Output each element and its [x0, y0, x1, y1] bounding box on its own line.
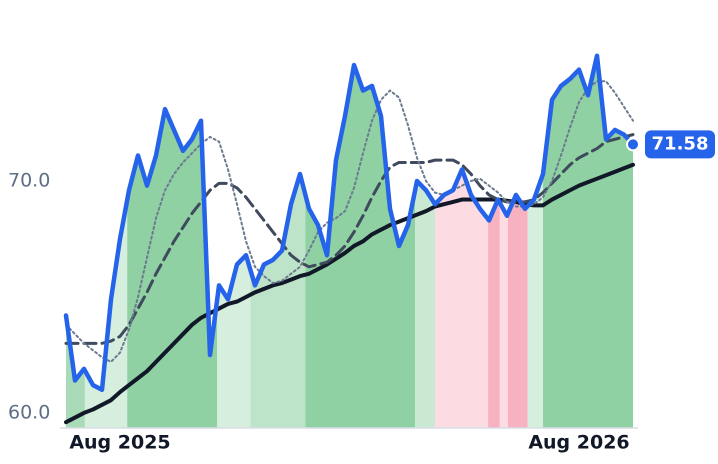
x-tick-label: Aug 2026: [528, 432, 629, 454]
series-line: [65, 80, 634, 363]
last-point: [626, 137, 640, 152]
x-tick-label: Aug 2025: [69, 432, 170, 454]
last-value-badge: [645, 130, 715, 159]
signal-region: [435, 55, 489, 428]
signal-region: [499, 55, 508, 428]
signal-region: [488, 55, 500, 428]
series-line: [64, 162, 635, 425]
signal-region: [250, 55, 306, 428]
signal-region: [217, 55, 251, 428]
series-line: [64, 133, 635, 345]
y-tick-label: 70.0: [8, 170, 50, 192]
series-line: [63, 53, 636, 392]
last-value-label: 71.58: [652, 133, 709, 154]
signal-region: [415, 55, 435, 428]
y-tick-label: 60.0: [8, 401, 50, 423]
signal-region: [527, 55, 543, 428]
signal-region: [507, 55, 528, 428]
